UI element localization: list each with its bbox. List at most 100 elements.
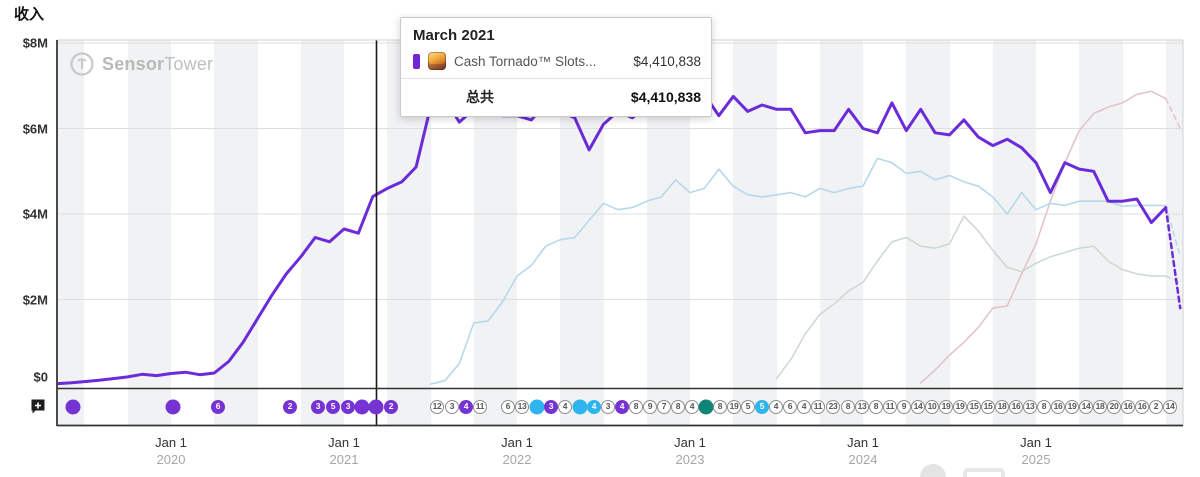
update-count-marker-purple[interactable]: 6 xyxy=(211,399,225,414)
update-count-marker[interactable]: 4 xyxy=(558,399,572,414)
update-count-marker[interactable]: 8 xyxy=(629,399,643,414)
update-count-marker[interactable]: 18 xyxy=(1093,399,1107,414)
tooltip-app-value: $4,410,838 xyxy=(633,53,701,69)
update-count-marker[interactable]: 11 xyxy=(883,399,897,414)
sensortower-watermark: SensorTower xyxy=(70,52,213,76)
update-count-marker[interactable]: 9 xyxy=(897,399,911,414)
update-count-marker[interactable]: 19 xyxy=(939,399,953,414)
update-count-marker[interactable]: 6 xyxy=(501,399,515,414)
update-count-marker[interactable]: 20 xyxy=(1107,399,1121,414)
dot-purple-event-marker[interactable] xyxy=(165,399,181,414)
update-count-marker[interactable]: 23 xyxy=(826,399,840,414)
x-tick-label: Jan 1 2021 xyxy=(328,435,360,467)
x-tick-label: Jan 1 2023 xyxy=(674,435,706,467)
x-tick-label: Jan 1 2025 xyxy=(1020,435,1052,467)
update-count-marker[interactable]: 18 xyxy=(995,399,1009,414)
update-count-marker-purple[interactable]: 5 xyxy=(326,399,340,414)
add-annotation-bubble-icon[interactable] xyxy=(30,398,46,415)
x-tick-label: Jan 1 2024 xyxy=(847,435,879,467)
quarter-stripe xyxy=(300,40,344,426)
update-count-marker-purple[interactable]: 2 xyxy=(283,399,297,414)
dot-purple-event-marker[interactable] xyxy=(368,399,384,414)
update-count-marker[interactable]: 8 xyxy=(713,399,727,414)
y-tick-label: $0 xyxy=(33,369,48,385)
series-line xyxy=(919,90,1167,384)
update-count-marker[interactable]: 2 xyxy=(1149,399,1163,414)
update-count-marker-purple[interactable]: 4 xyxy=(615,399,629,414)
update-count-marker[interactable]: 13 xyxy=(515,399,529,414)
update-count-marker[interactable]: 16 xyxy=(1051,399,1065,414)
dot-purple-event-marker[interactable] xyxy=(65,399,81,414)
bottom-watermark-fragment xyxy=(905,462,1025,477)
y-tick-label: $6M xyxy=(22,121,48,136)
series-line xyxy=(58,92,1168,386)
update-count-marker[interactable]: 4 xyxy=(797,399,811,414)
series-line xyxy=(1165,275,1181,284)
update-count-marker-purple[interactable]: 3 xyxy=(311,399,325,414)
dot-blue-event-marker[interactable] xyxy=(572,399,588,414)
update-count-marker[interactable]: 8 xyxy=(869,399,883,414)
series-line xyxy=(1164,206,1182,310)
series-line xyxy=(775,215,1167,380)
update-count-marker[interactable]: 4 xyxy=(769,399,783,414)
quarter-stripe xyxy=(57,40,85,426)
quarter-stripe xyxy=(214,40,258,426)
tooltip-total-row: 总共 $4,410,838 xyxy=(401,79,711,116)
dot-blue-event-marker[interactable] xyxy=(529,399,545,414)
update-count-marker[interactable]: 7 xyxy=(657,399,671,414)
update-count-marker-purple[interactable]: 3 xyxy=(341,399,355,414)
quarter-stripe xyxy=(992,40,1037,426)
update-count-marker[interactable]: 6 xyxy=(783,399,797,414)
update-count-marker-blue[interactable]: 4 xyxy=(587,399,601,414)
y-tick-label: $4M xyxy=(22,206,48,222)
update-count-marker[interactable]: 16 xyxy=(1121,399,1135,414)
series-line xyxy=(429,157,1167,385)
update-count-marker[interactable]: 14 xyxy=(1163,399,1177,414)
dot-teal-event-marker[interactable] xyxy=(698,399,714,414)
update-count-marker[interactable]: 15 xyxy=(967,399,981,414)
series-line xyxy=(1165,204,1181,258)
dot-purple-event-marker[interactable] xyxy=(354,399,370,414)
update-count-marker[interactable]: 19 xyxy=(953,399,967,414)
update-count-marker[interactable]: 10 xyxy=(925,399,939,414)
update-count-marker[interactable]: 9 xyxy=(643,399,657,414)
update-count-marker[interactable]: 14 xyxy=(911,399,925,414)
update-count-marker[interactable]: 13 xyxy=(855,399,869,414)
update-count-marker-purple[interactable]: 2 xyxy=(384,399,398,414)
update-count-marker-blue[interactable]: 5 xyxy=(755,399,769,414)
x-tick-label: Jan 1 2022 xyxy=(501,435,533,467)
update-count-marker[interactable]: 8 xyxy=(841,399,855,414)
update-count-marker-purple[interactable]: 4 xyxy=(459,399,473,414)
update-count-marker[interactable]: 19 xyxy=(1065,399,1079,414)
update-count-marker[interactable]: 3 xyxy=(601,399,615,414)
update-count-marker[interactable]: 8 xyxy=(1037,399,1051,414)
tooltip-month-title: March 2021 xyxy=(413,27,495,44)
tooltip-divider xyxy=(401,78,711,79)
update-count-marker[interactable]: 3 xyxy=(445,399,459,414)
update-count-marker[interactable]: 15 xyxy=(981,399,995,414)
y-tick-label: $8M xyxy=(22,35,48,51)
update-count-marker[interactable]: 11 xyxy=(811,399,825,414)
tooltip-total-label: 总共 xyxy=(466,89,494,105)
update-count-marker[interactable]: 16 xyxy=(1009,399,1023,414)
quarter-stripe xyxy=(127,40,171,426)
update-count-marker[interactable]: 11 xyxy=(473,399,487,414)
tooltip-app-row: Cash Tornado™ Slots... $4,410,838 xyxy=(401,48,711,78)
update-count-marker[interactable]: 8 xyxy=(671,399,685,414)
update-count-marker[interactable]: 16 xyxy=(1135,399,1149,414)
update-count-marker[interactable]: 13 xyxy=(1023,399,1037,414)
update-count-marker[interactable]: 5 xyxy=(741,399,755,414)
update-count-marker[interactable]: 12 xyxy=(430,399,444,414)
y-tick-label: $2M xyxy=(22,292,48,307)
quarter-stripe xyxy=(1165,40,1183,426)
tooltip-total-value: $4,410,838 xyxy=(630,89,701,105)
update-count-marker[interactable]: 4 xyxy=(685,399,699,414)
series-line xyxy=(1165,97,1181,130)
update-count-marker-purple[interactable]: 3 xyxy=(544,399,558,414)
update-count-marker[interactable]: 14 xyxy=(1079,399,1093,414)
update-count-marker[interactable]: 19 xyxy=(727,399,741,414)
page-title: 收入 xyxy=(14,6,45,23)
quarter-stripe xyxy=(819,40,863,426)
